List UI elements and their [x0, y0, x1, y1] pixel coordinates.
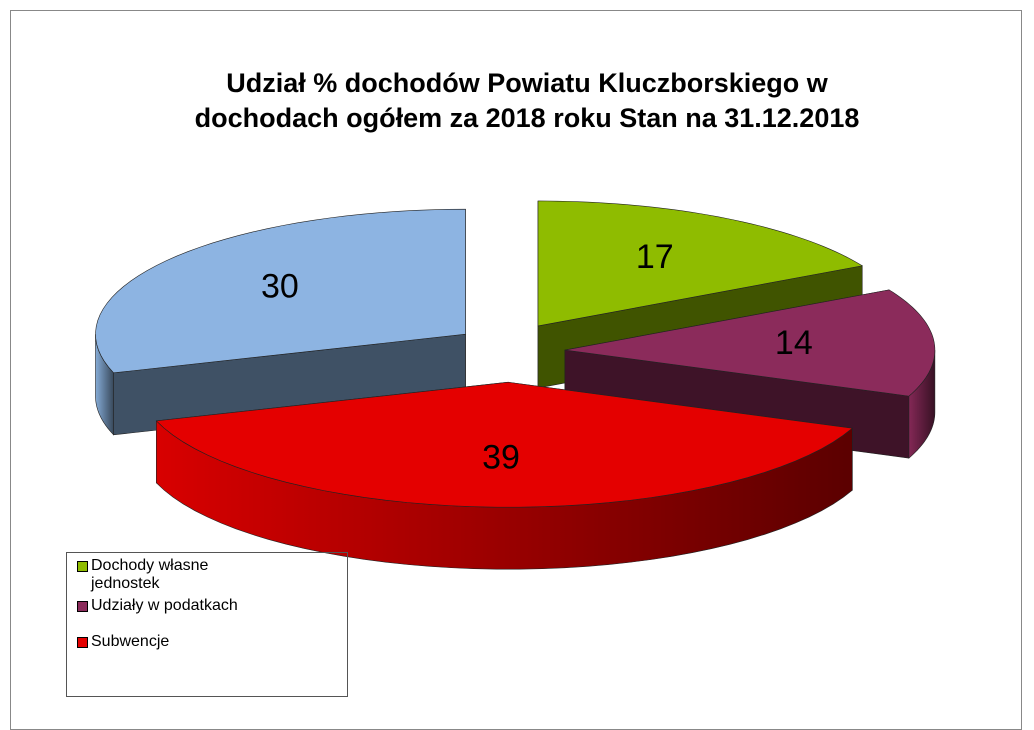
slice-top — [155, 381, 854, 508]
legend-swatch — [77, 561, 88, 572]
data-label: 17 — [636, 238, 674, 276]
page: Udział % dochodów Powiatu Kluczborskiego… — [10, 10, 1022, 730]
legend-label: Subwencje — [91, 633, 170, 650]
legend-label: Dochody własne jednostek — [91, 557, 209, 592]
slice: 30 — [95, 208, 466, 436]
legend-swatch — [77, 637, 88, 648]
legend-item: Udziały w podatkach — [77, 597, 337, 615]
slice: 14 — [564, 289, 936, 459]
legend-label: Udziały w podatkach — [91, 597, 238, 614]
chart-title: Udział % dochodów Powiatu Kluczborskiego… — [194, 68, 860, 133]
slice: 39 — [155, 381, 854, 570]
legend-swatch — [77, 601, 88, 612]
legend-item: Dochody własne jednostek — [77, 557, 337, 593]
slice-top — [95, 208, 466, 374]
data-label: 30 — [261, 268, 299, 306]
data-label: 39 — [482, 439, 520, 477]
legend-item: Subwencje — [77, 633, 337, 651]
chart: 17 30 14 39 — [95, 200, 936, 570]
slice-top — [564, 289, 936, 397]
slice-top — [537, 200, 864, 327]
data-label: 14 — [775, 324, 813, 362]
legend: Dochody własne jednostek Udziały w podatk… — [66, 552, 348, 697]
